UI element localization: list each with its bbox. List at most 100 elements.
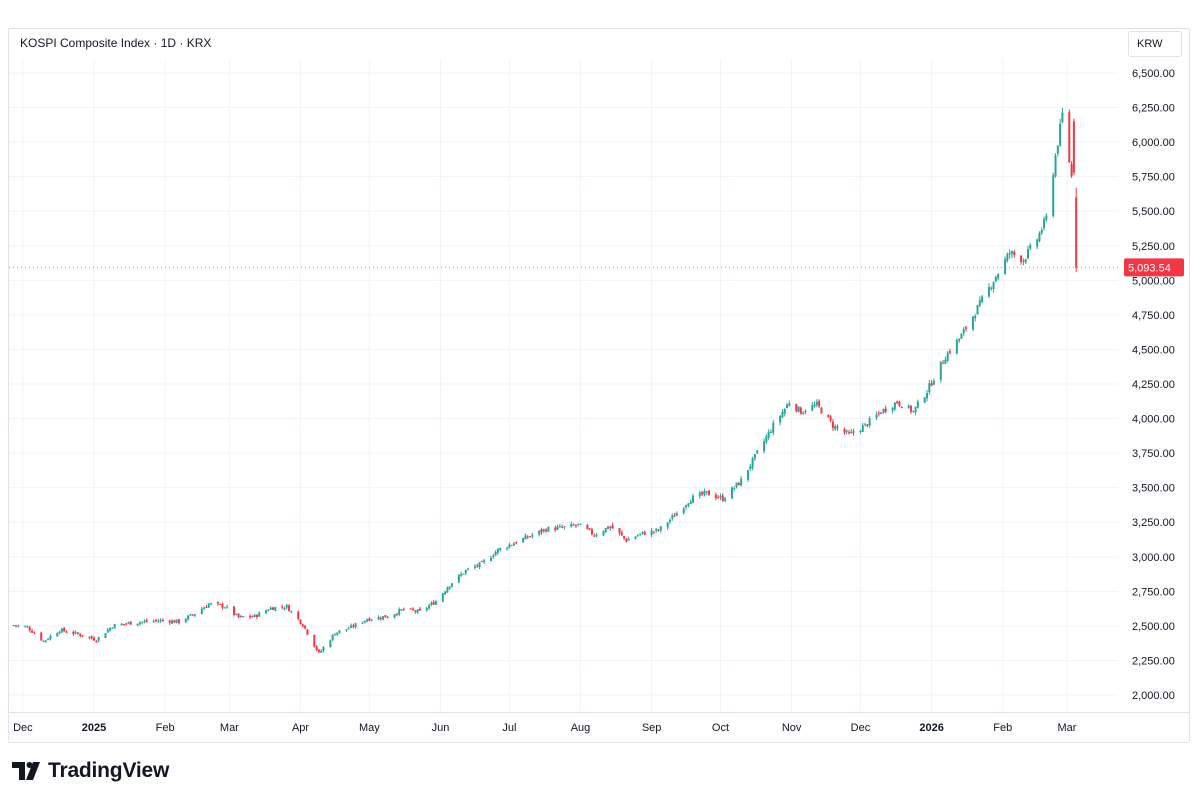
x-tick-label: 2026 xyxy=(919,722,943,734)
candle-body xyxy=(111,627,114,629)
candle-body xyxy=(618,528,621,534)
candle xyxy=(65,630,68,633)
candle-body xyxy=(460,573,463,576)
x-tick-label: 2025 xyxy=(82,722,106,734)
candle xyxy=(960,332,963,339)
x-tick-label: Jun xyxy=(432,722,450,734)
candle-body xyxy=(207,603,210,608)
candle xyxy=(60,627,63,634)
candle-body xyxy=(971,316,974,330)
candle-body xyxy=(877,413,880,415)
candle xyxy=(460,571,463,578)
candle-body xyxy=(274,607,277,611)
x-tick-label: Nov xyxy=(782,722,802,734)
candle-body xyxy=(531,535,534,537)
candle xyxy=(462,573,465,575)
x-tick-label: Sep xyxy=(642,722,662,734)
candle-body xyxy=(104,633,107,639)
candle xyxy=(157,618,160,623)
candle-body xyxy=(125,623,128,625)
candle-body xyxy=(554,527,557,531)
candle xyxy=(561,524,564,529)
candle-body xyxy=(368,618,371,621)
candle-body xyxy=(446,587,449,593)
candle-body xyxy=(850,431,853,434)
candle xyxy=(508,542,511,549)
candle xyxy=(595,533,598,538)
candle-body xyxy=(350,625,353,628)
candle-body xyxy=(271,607,274,610)
x-tick-label: Mar xyxy=(1058,722,1077,734)
candle-body xyxy=(994,277,997,282)
candle-body xyxy=(28,627,31,631)
candle xyxy=(898,400,901,408)
candle-body xyxy=(668,519,671,522)
candle xyxy=(14,625,17,628)
candle xyxy=(473,564,476,570)
candle xyxy=(639,533,642,536)
candle-body xyxy=(193,614,196,616)
candle-body xyxy=(751,458,754,468)
candle-body xyxy=(476,565,479,567)
candle-body xyxy=(428,605,431,609)
candle-body xyxy=(508,544,511,548)
candle xyxy=(1010,250,1013,258)
candle-body xyxy=(827,414,830,418)
candle xyxy=(363,620,366,624)
candle xyxy=(467,567,470,571)
candle xyxy=(333,632,336,636)
candle-body xyxy=(143,621,146,623)
y-tick-label: 5,250.00 xyxy=(1132,241,1175,253)
candle-body xyxy=(847,432,850,434)
candle-body xyxy=(916,401,919,408)
candle xyxy=(673,512,676,517)
candle-body xyxy=(896,401,899,404)
x-tick-label: Aug xyxy=(571,722,591,734)
candle xyxy=(866,424,869,427)
candle xyxy=(269,606,272,611)
candle-body xyxy=(992,282,995,289)
candle xyxy=(714,492,717,501)
candle-body xyxy=(72,631,75,634)
x-tick-label: Dec xyxy=(13,722,33,734)
candle-body xyxy=(978,300,981,306)
candle xyxy=(223,606,226,609)
candle-body xyxy=(290,611,293,613)
candle-body xyxy=(441,593,444,602)
candle xyxy=(625,537,628,543)
candle xyxy=(191,613,194,616)
candle-body xyxy=(602,531,605,536)
candle-body xyxy=(173,620,176,623)
candle xyxy=(880,411,883,415)
candle-body xyxy=(1072,121,1075,173)
candle-body xyxy=(788,403,791,406)
candle xyxy=(540,527,543,535)
candle xyxy=(868,416,871,428)
candle xyxy=(657,529,660,532)
candle-body xyxy=(512,543,515,546)
candle-body xyxy=(767,431,770,438)
candle xyxy=(891,406,894,414)
candle-body xyxy=(315,646,318,651)
candle xyxy=(331,634,334,642)
candle-body xyxy=(253,614,256,617)
candle-body xyxy=(595,534,598,536)
candle xyxy=(907,404,910,409)
tradingview-brand[interactable]: TradingView xyxy=(12,759,169,783)
candle-body xyxy=(189,614,192,616)
candle-body xyxy=(203,607,206,610)
candle-body xyxy=(1045,215,1048,220)
candle xyxy=(352,623,355,629)
candle-body xyxy=(976,305,979,315)
candle-body xyxy=(329,640,332,648)
currency-button[interactable]: KRW xyxy=(1128,31,1182,57)
axes: 2,000.00 2,250.00 2,500.00 2,750.00 3,000.00… xyxy=(9,68,1190,734)
candle xyxy=(111,627,114,629)
candle xyxy=(563,526,566,530)
candle xyxy=(74,630,77,635)
candle xyxy=(1070,161,1073,178)
candle-body xyxy=(655,528,658,531)
candle-body xyxy=(141,621,144,623)
candle-body xyxy=(219,603,222,605)
